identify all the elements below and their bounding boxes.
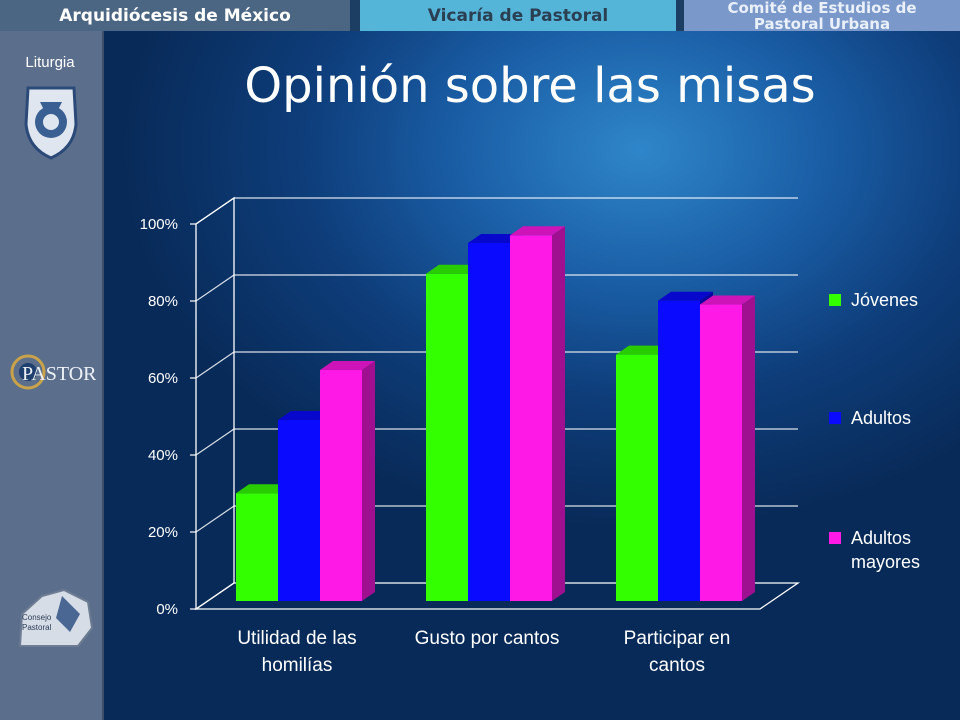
gridline-side (195, 428, 235, 456)
gridline-side (195, 197, 235, 225)
bar-front (468, 242, 510, 601)
bar-front (616, 354, 658, 601)
y-tick-label: 60% (148, 370, 178, 387)
x-tick-label: Gusto por cantos (415, 628, 560, 649)
top-banner: Arquidiócesis de México Vicaría de Pasto… (0, 0, 960, 33)
tab-vicaria-label: Vicaría de Pastoral (427, 5, 609, 26)
legend-item: Adultos (829, 406, 911, 430)
bar-side (552, 226, 565, 601)
svg-text:PASTORAL: PASTORAL (22, 363, 96, 385)
chart-left-wall (195, 196, 235, 611)
svg-text:Consejo: Consejo (22, 613, 52, 622)
y-tick-label: 40% (148, 447, 178, 464)
legend-swatch (829, 294, 841, 306)
consejo-pastoral-logo: Consejo Pastoral (18, 588, 94, 647)
chart-bars (236, 226, 755, 601)
tab-arquidiocesis[interactable]: Arquidiócesis de México (0, 0, 350, 31)
x-axis-labels: Utilidad de las homilías Gusto por cantos P… (237, 628, 730, 676)
bar-top (468, 233, 523, 243)
tab-comite-label-line1: Comité de Estudios de (727, 0, 917, 17)
bar-top (278, 411, 333, 421)
bar-top (616, 345, 671, 355)
legend-label: Adultos mayores (851, 528, 921, 572)
tab-arquidiocesis-label: Arquidiócesis de México (59, 5, 291, 26)
x-tick-label: homilías (262, 655, 333, 676)
legend-label: Adultos (851, 408, 912, 428)
tab-comite[interactable]: Comité de Estudios de Pastoral Urbana (684, 0, 960, 33)
bar-side (742, 295, 755, 601)
bar-front (278, 420, 320, 601)
y-tick-label: 0% (156, 601, 178, 618)
x-tick-label: Participar en (624, 628, 731, 649)
gridline-side (195, 505, 235, 533)
svg-text:Pastoral: Pastoral (22, 623, 52, 632)
archdiocese-seal-logo (24, 86, 78, 160)
bar-front (236, 493, 278, 601)
tab-vicaria[interactable]: Vicaría de Pastoral (360, 0, 676, 31)
sidebar-title: Liturgia (25, 54, 75, 71)
y-tick-label: 100% (140, 216, 178, 233)
legend-item: Adultos mayores (829, 526, 920, 574)
legend-item: Jóvenes (829, 288, 918, 312)
y-tick-label: 20% (148, 524, 178, 541)
bar-top (320, 361, 375, 370)
bar-front (658, 300, 700, 601)
bar-front (700, 304, 742, 601)
gridline-side (195, 351, 235, 379)
bar (510, 226, 565, 601)
bar-top (700, 295, 755, 305)
pastoral-logo: PASTORAL (10, 354, 96, 390)
legend-swatch (829, 532, 841, 544)
bar-top (510, 226, 565, 236)
bar-top (426, 264, 481, 274)
tab-comite-label-line2: Pastoral Urbana (753, 14, 891, 33)
x-tick-label: Utilidad de las (237, 628, 356, 649)
legend-swatch (829, 412, 841, 424)
bar-side (362, 361, 375, 601)
bar-front (426, 273, 468, 601)
y-tick-label: 80% (148, 293, 178, 310)
bar-front (510, 235, 552, 601)
legend-label: Jóvenes (851, 290, 919, 310)
bar-top (658, 291, 713, 301)
page-title: Opinión sobre las misas (244, 58, 816, 114)
gridline-side (195, 274, 235, 302)
bar (700, 295, 755, 601)
bar-top (236, 484, 291, 494)
x-tick-label: cantos (649, 655, 705, 676)
bar-front (320, 370, 362, 601)
y-axis-ticks: 0% 20% 40% 60% 80% 100% (140, 216, 196, 618)
bar (320, 361, 375, 601)
